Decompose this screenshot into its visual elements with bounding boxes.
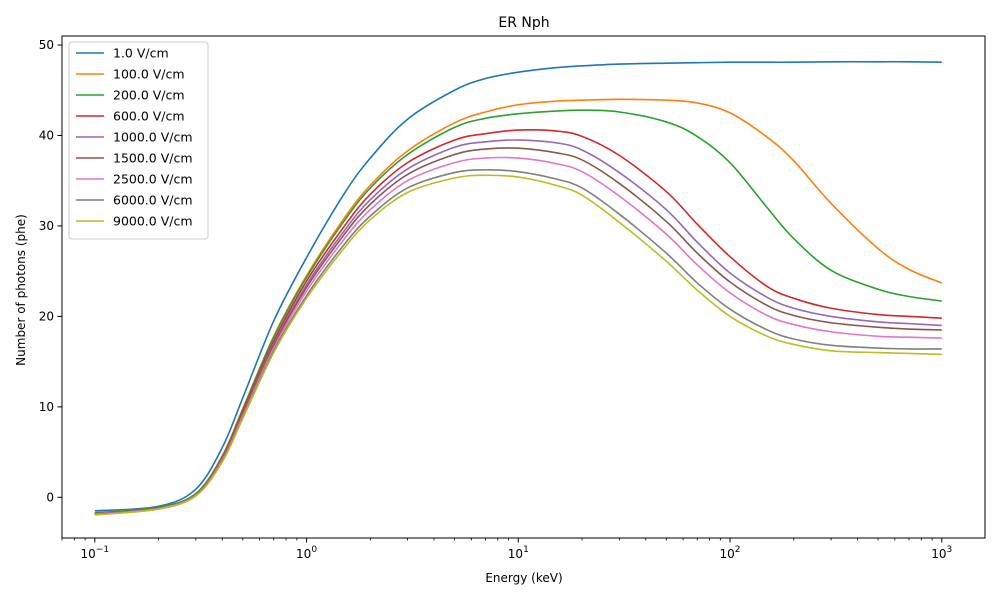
axes-group: 10−1 100 101 102 103 0 10 20 30 40 50 bbox=[39, 35, 986, 561]
series-group bbox=[94, 60, 943, 516]
legend-label: 1000.0 V/cm bbox=[113, 130, 193, 145]
legend-label: 2500.0 V/cm bbox=[113, 172, 193, 187]
y-tick-label: 20 bbox=[39, 309, 54, 323]
y-tick-label: 40 bbox=[39, 128, 54, 142]
series-line-1 bbox=[94, 60, 942, 512]
legend-label: 200.0 V/cm bbox=[113, 88, 185, 103]
x-tick-label: 103 bbox=[931, 545, 952, 561]
legend-label: 6000.0 V/cm bbox=[113, 193, 193, 208]
legend-label: 1.0 V/cm bbox=[113, 46, 169, 61]
legend-label: 100.0 V/cm bbox=[113, 67, 185, 82]
y-tick-label: 0 bbox=[46, 490, 54, 504]
legend-label: 9000.0 V/cm bbox=[113, 214, 193, 229]
series-line-9 bbox=[94, 174, 942, 516]
axes-frame bbox=[61, 35, 986, 539]
x-tick-label: 100 bbox=[296, 545, 317, 561]
legend: 1.0 V/cm 100.0 V/cm 200.0 V/cm 600.0 V/cm 10… bbox=[68, 41, 209, 240]
y-axis-label: Number of photons (phe) bbox=[14, 214, 28, 366]
legend-label: 600.0 V/cm bbox=[113, 109, 185, 124]
x-tick-label: 102 bbox=[720, 545, 741, 561]
y-tick-label: 10 bbox=[39, 400, 54, 414]
x-tick-label: 101 bbox=[508, 545, 529, 561]
x-tick-label: 10−1 bbox=[81, 545, 110, 561]
x-axis-label: Energy (keV) bbox=[485, 571, 562, 585]
y-tick-label: 50 bbox=[39, 38, 54, 52]
y-tick-label: 30 bbox=[39, 219, 54, 233]
legend-box bbox=[68, 41, 209, 240]
legend-label: 1500.0 V/cm bbox=[113, 151, 193, 166]
chart-title: ER Nph bbox=[498, 15, 549, 31]
